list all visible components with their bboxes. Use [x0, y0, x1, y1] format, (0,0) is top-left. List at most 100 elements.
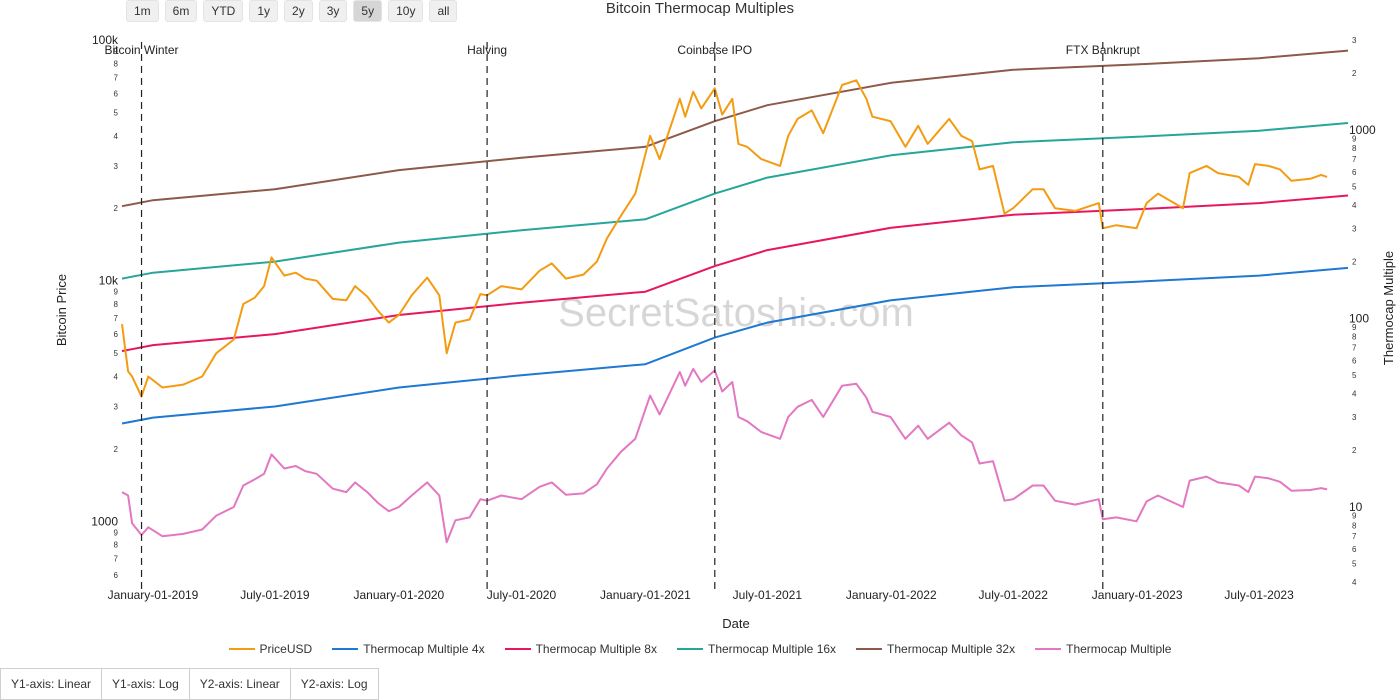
y2-minor-tick-label: 2 [1352, 446, 1357, 455]
event-label: Bitcoin Winter [105, 43, 179, 57]
range-button-2y[interactable]: 2y [284, 0, 313, 22]
y-minor-tick-label: 3 [114, 162, 119, 171]
y-minor-tick-label: 3 [114, 403, 119, 412]
y2-minor-tick-label: 9 [1352, 323, 1357, 332]
y-minor-tick-label: 8 [114, 59, 119, 68]
legend-item[interactable]: Thermocap Multiple [1035, 642, 1171, 656]
y2-minor-tick-label: 5 [1352, 560, 1357, 569]
range-button-10y[interactable]: 10y [388, 0, 424, 22]
y-minor-tick-label: 6 [114, 571, 119, 580]
y2-minor-tick-label: 4 [1352, 578, 1357, 587]
y2-minor-tick-label: 7 [1352, 344, 1357, 353]
y2-axis-linear-button[interactable]: Y2-axis: Linear [188, 668, 291, 700]
series-line-thermocap-multiple-4x [121, 266, 1349, 425]
y2-tick-label: 1000 [1349, 123, 1376, 137]
series-line-thermocap-multiple [121, 367, 1328, 544]
y-tick-label: 1000 [91, 514, 118, 528]
y-minor-tick-label: 9 [114, 47, 119, 56]
y-minor-tick-label: 5 [114, 108, 119, 117]
legend-swatch [228, 648, 255, 650]
y2-axis-log-button[interactable]: Y2-axis: Log [289, 668, 379, 700]
x-tick-label: July-01-2023 [1224, 588, 1294, 602]
x-tick-label: July-01-2022 [979, 588, 1049, 602]
series-line-priceusd [121, 79, 1328, 398]
y1-axis-linear-button[interactable]: Y1-axis: Linear [0, 668, 103, 700]
chart-svg: SecretSatoshis.com100010k100k67892345678… [54, 33, 1396, 631]
y-minor-tick-label: 7 [114, 314, 119, 323]
chart-legend: PriceUSD Thermocap Multiple 4x Thermocap M… [0, 642, 1400, 656]
y-minor-tick-label: 7 [114, 73, 119, 82]
y2-minor-tick-label: 6 [1352, 545, 1357, 554]
y-minor-tick-label: 6 [114, 330, 119, 339]
y-minor-tick-label: 6 [114, 89, 119, 98]
series-line-thermocap-multiple-8x [121, 194, 1349, 353]
x-tick-label: January-01-2023 [1092, 588, 1183, 602]
y-minor-tick-label: 7 [114, 555, 119, 564]
series-line-thermocap-multiple-32x [121, 49, 1349, 208]
y2-minor-tick-label: 3 [1352, 225, 1357, 234]
y2-minor-tick-label: 6 [1352, 168, 1357, 177]
x-tick-label: January-01-2019 [108, 588, 199, 602]
x-axis-title: Date [722, 616, 749, 631]
range-selector: 1m 6m YTD 1y 2y 3y 5y 10y all [126, 0, 458, 22]
x-tick-label: January-01-2020 [353, 588, 444, 602]
y-minor-tick-label: 4 [114, 132, 119, 141]
legend-swatch [504, 648, 531, 650]
y2-minor-tick-label: 9 [1352, 512, 1357, 521]
y-minor-tick-label: 8 [114, 300, 119, 309]
y-minor-tick-label: 9 [114, 288, 119, 297]
legend-label: Thermocap Multiple 8x [535, 642, 657, 656]
legend-label: Thermocap Multiple 4x [363, 642, 485, 656]
legend-label: Thermocap Multiple 32x [887, 642, 1016, 656]
event-label: Coinbase IPO [677, 43, 752, 57]
y2-minor-tick-label: 7 [1352, 532, 1357, 541]
event-label: FTX Bankrupt [1066, 43, 1141, 57]
series-line-thermocap-multiple-16x [121, 122, 1349, 280]
y2-minor-tick-label: 8 [1352, 521, 1357, 530]
y2-minor-tick-label: 2 [1352, 258, 1357, 267]
legend-item[interactable]: Thermocap Multiple 4x [332, 642, 485, 656]
range-button-ytd[interactable]: YTD [203, 0, 244, 22]
legend-item[interactable]: Thermocap Multiple 32x [856, 642, 1015, 656]
y-tick-label: 10k [99, 274, 119, 288]
y-minor-tick-label: 9 [114, 528, 119, 537]
legend-swatch [1035, 648, 1062, 650]
y-minor-tick-label: 5 [114, 349, 119, 358]
x-tick-label: January-01-2022 [846, 588, 937, 602]
range-button-6m[interactable]: 6m [164, 0, 198, 22]
y-minor-tick-label: 2 [114, 445, 119, 454]
legend-swatch [332, 648, 359, 650]
y-tick-label: 100k [92, 33, 119, 47]
legend-item[interactable]: PriceUSD [228, 642, 313, 656]
y2-minor-tick-label: 3 [1352, 413, 1357, 422]
y2-minor-tick-label: 9 [1352, 135, 1357, 144]
y2-minor-tick-label: 3 [1352, 36, 1357, 45]
y2-minor-tick-label: 6 [1352, 356, 1357, 365]
x-tick-label: July-01-2020 [487, 588, 557, 602]
event-label: Halving [467, 43, 507, 57]
y2-tick-label: 10 [1349, 500, 1363, 514]
y2-minor-tick-label: 2 [1352, 69, 1357, 78]
y1-axis-log-button[interactable]: Y1-axis: Log [101, 668, 190, 700]
y2-minor-tick-label: 4 [1352, 389, 1357, 398]
y-minor-tick-label: 2 [114, 204, 119, 213]
legend-label: Thermocap Multiple [1066, 642, 1172, 656]
y2-minor-tick-label: 7 [1352, 155, 1357, 164]
watermark: SecretSatoshis.com [558, 291, 914, 335]
y2-minor-tick-label: 8 [1352, 333, 1357, 342]
x-tick-label: January-01-2021 [600, 588, 691, 602]
axis-toggle-bar: Y1-axis: Linear Y1-axis: Log Y2-axis: Line… [0, 668, 379, 700]
y-axis-title: Bitcoin Price [54, 274, 69, 346]
y2-axis-title: Thermocap Multiple [1381, 251, 1396, 365]
y2-minor-tick-label: 8 [1352, 144, 1357, 153]
range-button-1m[interactable]: 1m [126, 0, 159, 22]
range-button-5y[interactable]: 5y [353, 0, 383, 22]
range-button-1y[interactable]: 1y [249, 0, 279, 22]
range-button-3y[interactable]: 3y [318, 0, 348, 22]
legend-item[interactable]: Thermocap Multiple 16x [676, 642, 836, 656]
range-button-all[interactable]: all [429, 0, 458, 22]
y-minor-tick-label: 8 [114, 541, 119, 550]
legend-item[interactable]: Thermocap Multiple 8x [504, 642, 657, 656]
legend-label: PriceUSD [259, 642, 313, 656]
x-tick-label: July-01-2019 [240, 588, 310, 602]
